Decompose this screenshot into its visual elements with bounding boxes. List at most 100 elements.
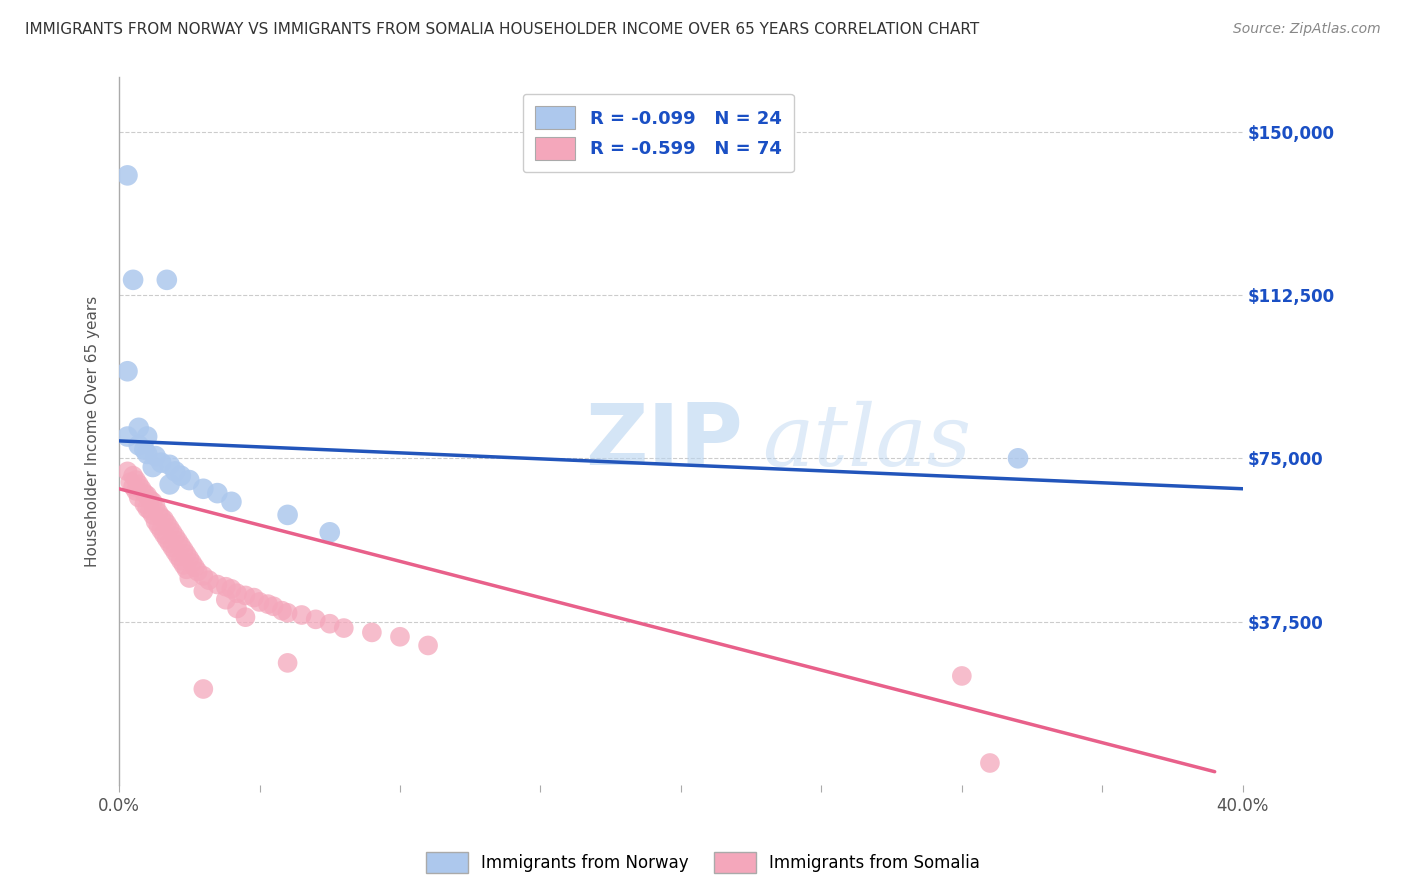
Point: [167, 534, 190, 549]
Point: [117, 364, 139, 378]
Point: [179, 551, 201, 566]
Y-axis label: Householder Income Over 65 years: Householder Income Over 65 years: [86, 295, 100, 566]
Point: [263, 599, 285, 614]
Point: [148, 506, 170, 520]
Point: [215, 580, 238, 594]
Point: [193, 584, 215, 599]
Point: [291, 607, 314, 622]
Point: [150, 510, 173, 524]
Point: [167, 549, 190, 564]
Text: ZIP: ZIP: [585, 401, 744, 483]
Point: [257, 597, 280, 611]
Point: [128, 421, 150, 435]
Point: [162, 525, 184, 540]
Point: [221, 582, 243, 596]
Text: atlas: atlas: [762, 401, 972, 483]
Point: [187, 565, 209, 579]
Point: [122, 468, 145, 483]
Point: [139, 503, 162, 517]
Point: [150, 523, 173, 537]
Point: [305, 612, 328, 626]
Point: [142, 508, 165, 522]
Point: [193, 569, 215, 583]
Point: [128, 491, 150, 505]
Point: [170, 538, 193, 552]
Point: [165, 545, 187, 559]
Point: [416, 639, 439, 653]
Point: [125, 483, 148, 498]
Text: Source: ZipAtlas.com: Source: ZipAtlas.com: [1233, 22, 1381, 37]
Point: [128, 438, 150, 452]
Point: [156, 273, 179, 287]
Point: [170, 468, 193, 483]
Point: [215, 592, 238, 607]
Point: [117, 169, 139, 183]
Point: [198, 573, 221, 587]
Point: [142, 460, 165, 475]
Point: [159, 536, 181, 550]
Point: [277, 606, 299, 620]
Point: [950, 669, 973, 683]
Point: [319, 525, 342, 540]
Point: [249, 595, 271, 609]
Point: [145, 499, 167, 513]
Point: [173, 558, 195, 572]
Point: [184, 560, 207, 574]
Point: [122, 273, 145, 287]
Point: [156, 516, 179, 531]
Point: [153, 527, 176, 541]
Point: [979, 756, 1001, 770]
Point: [243, 591, 266, 605]
Point: [319, 616, 342, 631]
Point: [277, 656, 299, 670]
Point: [131, 482, 153, 496]
Point: [117, 429, 139, 443]
Point: [136, 429, 159, 443]
Point: [277, 508, 299, 522]
Point: [221, 495, 243, 509]
Point: [207, 486, 229, 500]
Point: [271, 604, 294, 618]
Point: [193, 681, 215, 696]
Point: [235, 589, 257, 603]
Point: [139, 492, 162, 507]
Point: [120, 475, 142, 490]
Point: [170, 553, 193, 567]
Point: [153, 512, 176, 526]
Point: [226, 601, 249, 615]
Point: [162, 541, 184, 555]
Point: [125, 473, 148, 487]
Point: [193, 482, 215, 496]
Point: [179, 571, 201, 585]
Point: [148, 518, 170, 533]
Point: [159, 458, 181, 472]
Point: [136, 447, 159, 461]
Text: IMMIGRANTS FROM NORWAY VS IMMIGRANTS FROM SOMALIA HOUSEHOLDER INCOME OVER 65 YEA: IMMIGRANTS FROM NORWAY VS IMMIGRANTS FRO…: [25, 22, 980, 37]
Point: [207, 577, 229, 591]
Point: [176, 562, 198, 576]
Point: [173, 542, 195, 557]
Legend: Immigrants from Norway, Immigrants from Somalia: Immigrants from Norway, Immigrants from …: [419, 846, 987, 880]
Point: [361, 625, 384, 640]
Point: [136, 488, 159, 502]
Point: [145, 449, 167, 463]
Point: [142, 495, 165, 509]
Point: [181, 556, 204, 570]
Point: [134, 486, 156, 500]
Point: [165, 464, 187, 478]
Legend: R = -0.099   N = 24, R = -0.599   N = 74: R = -0.099 N = 24, R = -0.599 N = 74: [523, 94, 794, 172]
Point: [159, 521, 181, 535]
Point: [333, 621, 356, 635]
Point: [156, 532, 179, 546]
Point: [134, 442, 156, 457]
Point: [136, 501, 159, 516]
Point: [128, 477, 150, 491]
Point: [145, 515, 167, 529]
Point: [388, 630, 411, 644]
Point: [117, 464, 139, 478]
Point: [150, 456, 173, 470]
Point: [235, 610, 257, 624]
Point: [176, 547, 198, 561]
Point: [159, 477, 181, 491]
Point: [179, 473, 201, 487]
